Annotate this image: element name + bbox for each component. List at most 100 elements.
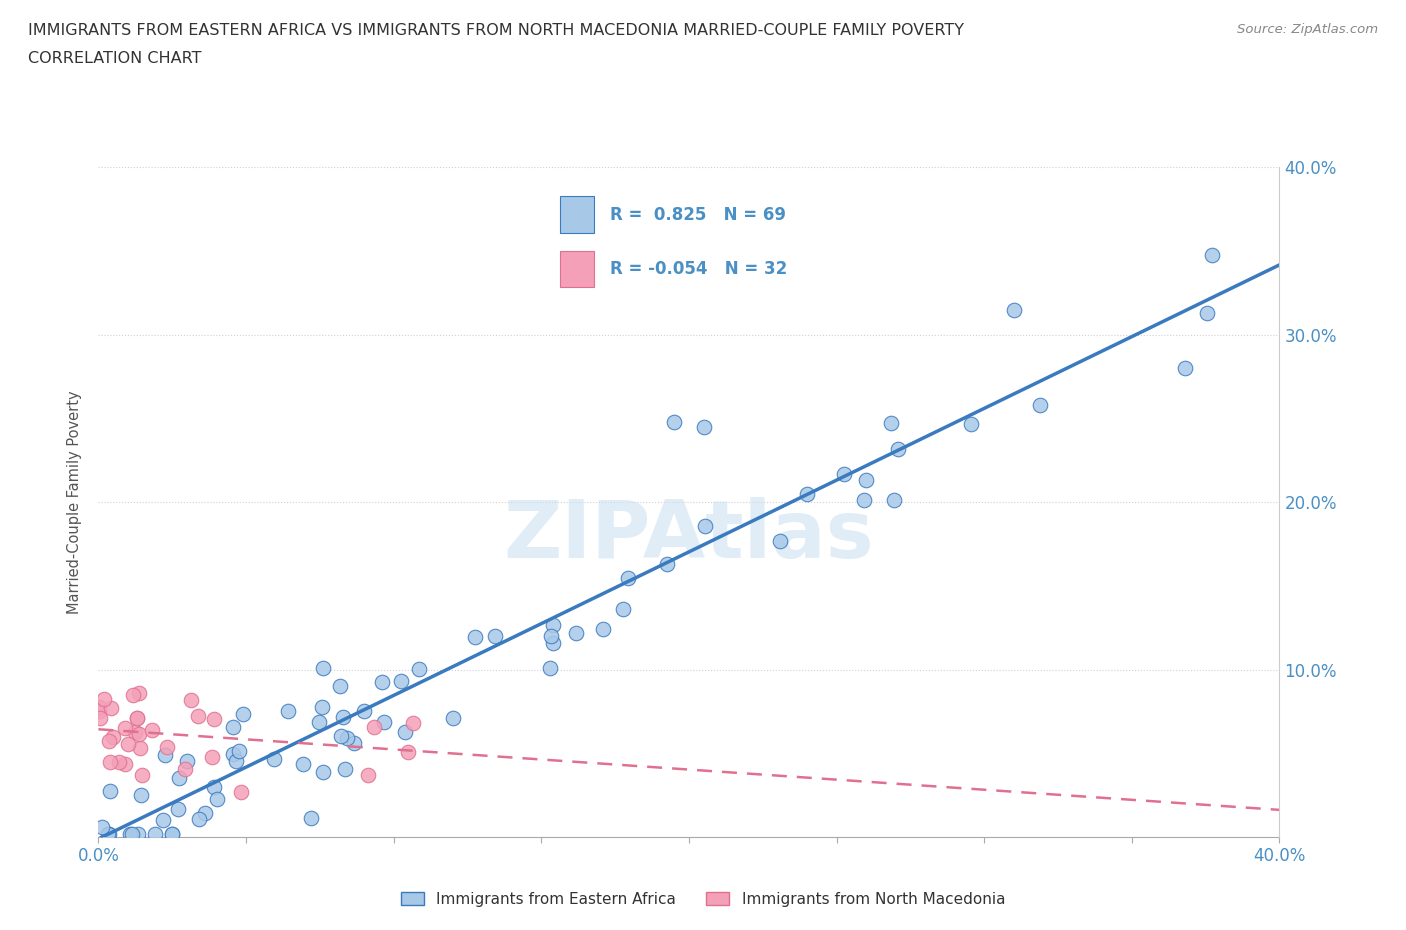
Point — [125, 711, 148, 725]
Point — [541, 618, 564, 632]
Point — [117, 737, 139, 751]
Point — [187, 812, 209, 827]
Point — [402, 716, 425, 731]
Point — [143, 826, 166, 841]
Point — [232, 707, 254, 722]
Text: IMMIGRANTS FROM EASTERN AFRICA VS IMMIGRANTS FROM NORTH MACEDONIA MARRIED-COUPLE: IMMIGRANTS FROM EASTERN AFRICA VS IMMIGR… — [28, 23, 965, 38]
Point — [201, 750, 224, 764]
Point — [131, 768, 153, 783]
Point — [121, 826, 143, 841]
Text: ZIPAtlas: ZIPAtlas — [503, 497, 875, 575]
Point — [222, 746, 245, 761]
Point — [152, 813, 174, 828]
Point — [565, 625, 588, 640]
Point — [796, 486, 818, 501]
Point — [93, 692, 115, 707]
Point — [832, 467, 855, 482]
Point — [225, 754, 247, 769]
Point — [311, 764, 333, 779]
Point — [655, 556, 678, 571]
Point — [169, 771, 191, 786]
Point — [389, 673, 412, 688]
Point — [879, 416, 901, 431]
Point — [107, 755, 129, 770]
Point — [229, 785, 252, 800]
Point — [98, 734, 121, 749]
Point — [333, 762, 356, 777]
Point — [1002, 302, 1025, 317]
Point — [128, 685, 150, 700]
Point — [299, 811, 322, 826]
Point — [693, 519, 716, 534]
Point — [353, 704, 375, 719]
Point — [114, 757, 136, 772]
Point — [141, 723, 163, 737]
Point — [129, 740, 152, 755]
Point — [1029, 398, 1052, 413]
Point — [363, 720, 385, 735]
Point — [308, 714, 330, 729]
Point — [329, 679, 352, 694]
Point — [484, 629, 506, 644]
Point — [202, 779, 225, 794]
Point — [357, 767, 380, 782]
Point — [1174, 360, 1197, 375]
Point — [960, 417, 983, 432]
Point — [1197, 306, 1219, 321]
Point — [263, 752, 285, 767]
Point — [887, 442, 910, 457]
Point — [100, 754, 122, 769]
Point — [769, 533, 792, 548]
Point — [292, 757, 315, 772]
Point — [101, 730, 124, 745]
Point — [612, 602, 634, 617]
Point — [205, 791, 228, 806]
Point — [121, 687, 143, 702]
Text: Source: ZipAtlas.com: Source: ZipAtlas.com — [1237, 23, 1378, 36]
Point — [883, 492, 905, 507]
Text: CORRELATION CHART: CORRELATION CHART — [28, 51, 201, 66]
Point — [664, 415, 686, 430]
Point — [311, 699, 333, 714]
Point — [202, 711, 225, 726]
Point — [592, 621, 614, 636]
Point — [128, 727, 150, 742]
Point — [332, 710, 354, 724]
Point — [394, 724, 416, 739]
Point — [89, 711, 111, 725]
Point — [98, 826, 121, 841]
Point — [91, 819, 114, 834]
Point — [167, 801, 190, 816]
Point — [87, 703, 110, 718]
Point — [153, 747, 176, 762]
Point — [538, 660, 561, 675]
Legend: Immigrants from Eastern Africa, Immigrants from North Macedonia: Immigrants from Eastern Africa, Immigran… — [395, 886, 1011, 913]
Point — [540, 628, 562, 643]
Point — [118, 826, 141, 841]
Y-axis label: Married-Couple Family Poverty: Married-Couple Family Poverty — [67, 391, 83, 614]
Point — [441, 711, 464, 725]
Point — [114, 721, 136, 736]
Point — [89, 699, 111, 714]
Point — [125, 711, 148, 725]
Point — [343, 736, 366, 751]
Point — [396, 744, 419, 759]
Point — [277, 704, 299, 719]
Point — [464, 630, 486, 644]
Point — [693, 419, 716, 434]
Point — [129, 787, 152, 802]
Point — [100, 700, 122, 715]
Point — [852, 493, 875, 508]
Point — [1201, 248, 1223, 263]
Point — [160, 826, 183, 841]
Point — [312, 661, 335, 676]
Point — [221, 719, 243, 734]
Point — [543, 635, 565, 650]
Point — [194, 805, 217, 820]
Point — [156, 739, 179, 754]
Point — [228, 744, 250, 759]
Point — [176, 753, 198, 768]
Point — [127, 826, 149, 841]
Point — [329, 728, 352, 743]
Point — [180, 693, 202, 708]
